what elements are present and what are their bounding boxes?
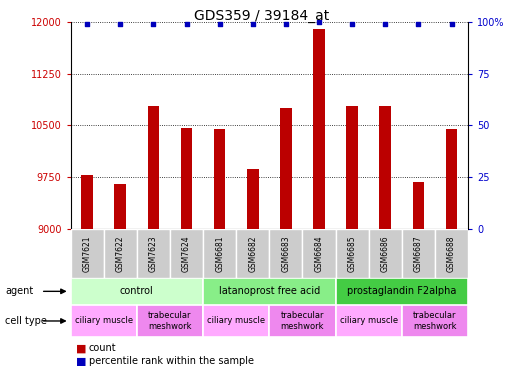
Text: GSM6684: GSM6684 [314, 235, 324, 272]
Bar [346, 106, 358, 229]
Point [315, 19, 323, 25]
Bar [170, 229, 203, 278]
Bar [269, 229, 302, 278]
Bar [236, 229, 269, 278]
Bar [104, 229, 137, 278]
Bar [71, 229, 104, 278]
Text: GSM6683: GSM6683 [281, 235, 290, 272]
Point [381, 21, 390, 27]
Bar [280, 108, 292, 229]
Bar [380, 106, 391, 229]
Text: latanoprost free acid: latanoprost free acid [219, 286, 320, 296]
Point [348, 21, 356, 27]
Text: ■: ■ [76, 356, 86, 366]
Bar [137, 229, 170, 278]
Point [215, 21, 224, 27]
Bar [214, 130, 225, 229]
Bar [203, 229, 236, 278]
Text: GSM6682: GSM6682 [248, 235, 257, 272]
Bar [137, 305, 203, 337]
Bar [203, 305, 269, 337]
Text: ■: ■ [76, 343, 86, 354]
Text: ciliary muscle: ciliary muscle [75, 317, 133, 325]
Bar [435, 229, 468, 278]
Bar [71, 305, 137, 337]
Text: GSM7623: GSM7623 [149, 235, 158, 272]
Text: trabecular
meshwork: trabecular meshwork [148, 311, 192, 331]
Text: trabecular
meshwork: trabecular meshwork [413, 311, 457, 331]
Text: GSM7621: GSM7621 [83, 235, 92, 272]
Bar [402, 229, 435, 278]
Point [83, 21, 92, 27]
Bar [336, 229, 369, 278]
Bar [203, 278, 336, 305]
Bar [336, 305, 402, 337]
Bar [181, 128, 192, 229]
Text: GSM6687: GSM6687 [414, 235, 423, 272]
Text: GSM7624: GSM7624 [182, 235, 191, 272]
Bar [413, 182, 424, 229]
Point [282, 21, 290, 27]
Text: ciliary muscle: ciliary muscle [339, 317, 398, 325]
Text: cell type: cell type [5, 316, 47, 326]
Bar [369, 229, 402, 278]
Bar [402, 305, 468, 337]
Text: GSM6688: GSM6688 [447, 235, 456, 272]
Text: agent: agent [5, 286, 33, 296]
Bar [302, 229, 336, 278]
Bar [147, 106, 159, 229]
Bar [82, 175, 93, 229]
Point [447, 21, 456, 27]
Bar [71, 278, 203, 305]
Point [149, 21, 157, 27]
Point [116, 21, 124, 27]
Point [248, 21, 257, 27]
Bar [269, 305, 336, 337]
Bar [336, 278, 468, 305]
Text: control: control [120, 286, 154, 296]
Text: GSM6681: GSM6681 [215, 235, 224, 272]
Text: ciliary muscle: ciliary muscle [207, 317, 265, 325]
Text: GSM6685: GSM6685 [348, 235, 357, 272]
Text: trabecular
meshwork: trabecular meshwork [281, 311, 324, 331]
Bar [115, 184, 126, 229]
Point [414, 21, 423, 27]
Text: GSM7622: GSM7622 [116, 235, 125, 272]
Text: percentile rank within the sample: percentile rank within the sample [89, 356, 254, 366]
Text: GDS359 / 39184_at: GDS359 / 39184_at [194, 9, 329, 23]
Bar [446, 130, 457, 229]
Text: count: count [89, 343, 117, 354]
Bar [247, 169, 258, 229]
Point [183, 21, 191, 27]
Text: GSM6686: GSM6686 [381, 235, 390, 272]
Bar [313, 29, 325, 229]
Text: prostaglandin F2alpha: prostaglandin F2alpha [347, 286, 457, 296]
